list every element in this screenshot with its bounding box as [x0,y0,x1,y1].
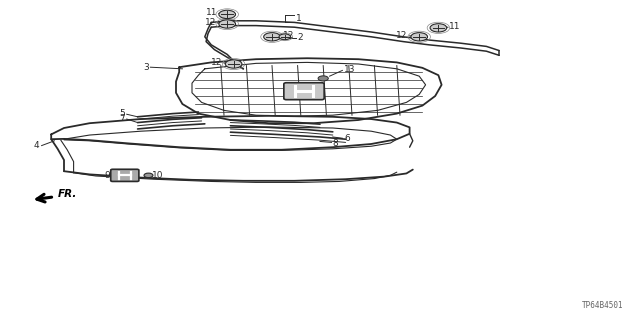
Text: 8: 8 [333,139,339,148]
Text: 12: 12 [283,31,294,40]
Text: 5: 5 [119,109,125,118]
Text: 9: 9 [104,171,110,180]
Text: 3: 3 [143,63,149,72]
Circle shape [318,76,328,81]
Circle shape [225,60,242,68]
Circle shape [219,10,236,19]
FancyBboxPatch shape [284,83,324,100]
Text: TP64B4501: TP64B4501 [582,301,624,310]
Text: 1: 1 [296,14,302,23]
Text: 2: 2 [297,33,303,42]
Circle shape [430,24,447,32]
Circle shape [144,173,153,178]
Circle shape [264,33,280,41]
Circle shape [279,34,291,40]
Text: 6: 6 [344,134,350,143]
Text: 4: 4 [34,141,40,150]
Text: 12: 12 [211,58,222,67]
Circle shape [411,33,428,41]
Text: 7: 7 [119,114,125,123]
Text: 11: 11 [449,22,461,31]
FancyBboxPatch shape [111,169,139,181]
Text: 11: 11 [206,8,218,17]
Circle shape [219,20,236,28]
Text: 12: 12 [205,18,216,27]
Text: 10: 10 [152,171,163,180]
Text: 12: 12 [396,31,408,40]
Text: FR.: FR. [58,188,77,199]
Text: 13: 13 [344,65,356,74]
